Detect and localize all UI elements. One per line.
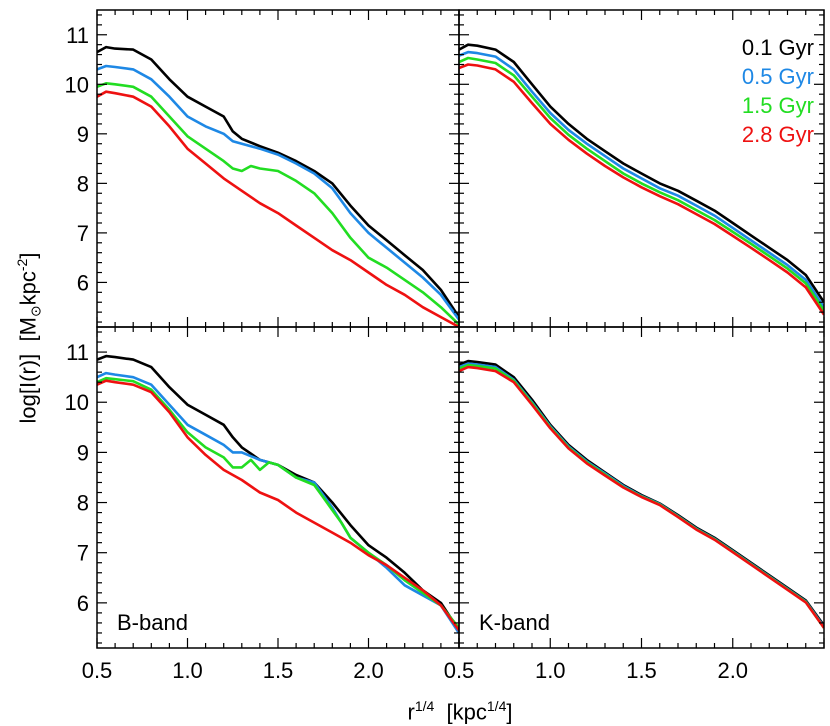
x-axis-unit-suffix: ]	[506, 699, 513, 725]
panel-top-left: 6 7 8 9 10 11	[65, 9, 460, 328]
legend-entry: 0.5 Gyr	[742, 64, 814, 89]
legend-entry: 2.8 Gyr	[742, 122, 814, 147]
x-tick-label: 1.0	[172, 658, 203, 683]
x-tick-label: 2.0	[353, 658, 384, 683]
panel-bottom-left: 6 7 8 9 10 11 0.5 1.0 1.5 2.0 B-band	[65, 326, 460, 683]
y-tick-label: 7	[77, 221, 89, 246]
series-line-0-1-gyr	[97, 354, 459, 632]
series-line-0-1-gyr	[459, 43, 824, 303]
y-axis-unit-mid: kpc	[15, 271, 41, 306]
panel-label: B-band	[117, 610, 188, 635]
y-tick-label: 9	[77, 122, 89, 147]
series-line-2-8-gyr	[97, 379, 459, 632]
x-tick-label: 1.5	[263, 658, 294, 683]
legend-entry: 1.5 Gyr	[742, 93, 814, 118]
y-tick-label: 7	[77, 541, 89, 566]
y-tick-label: 6	[77, 591, 89, 616]
x-tick-label: 0.5	[82, 658, 113, 683]
y-axis-unit-suffix: ]	[15, 252, 41, 259]
y-tick-label: 11	[66, 23, 89, 48]
x-tick-label: 0.5	[444, 658, 475, 683]
y-tick-label: 10	[65, 72, 89, 97]
y-tick-label: 6	[77, 270, 89, 295]
panel-frame	[458, 326, 825, 649]
x-tick-label: 1.0	[535, 658, 566, 683]
series-line-1-5-gyr	[97, 376, 459, 629]
legend-entry: 0.1 Gyr	[742, 35, 814, 60]
panel-label: K-band	[479, 610, 550, 635]
y-axis-unit-prefix: [M	[15, 317, 41, 342]
y-axis-title-main: log[I(r)]	[15, 353, 41, 424]
x-axis-title-main: r	[407, 699, 415, 725]
series-line-2-8-gyr	[97, 90, 459, 327]
series-line-0-5-gyr	[97, 64, 459, 321]
panel-top-right: 0.1 Gyr 0.5 Gyr 1.5 Gyr 2.8 Gyr	[458, 9, 825, 328]
series-line-1-5-gyr	[459, 56, 824, 312]
y-tick-label: 8	[77, 491, 89, 516]
panel-frame	[96, 326, 460, 649]
series-line-0-1-gyr	[97, 45, 459, 318]
series-line-1-5-gyr	[97, 82, 459, 326]
panel-bottom-right: 0.5 1.0 1.5 2.0 K-band	[444, 326, 825, 683]
series-line-0-5-gyr	[459, 50, 824, 308]
series-line-2-8-gyr	[459, 63, 824, 316]
x-axis-title: r1/4 [kpc1/4]	[340, 698, 580, 725]
y-tick-label: 8	[77, 171, 89, 196]
x-axis-title-exp: 1/4	[414, 698, 435, 714]
x-axis-unit-prefix: [kpc	[446, 699, 487, 725]
series-line-0-5-gyr	[97, 371, 459, 634]
y-tick-label: 11	[66, 340, 89, 365]
y-tick-label: 10	[65, 390, 89, 415]
y-axis-unit-sun: ⊙	[27, 305, 44, 318]
series-line-0-1-gyr	[459, 359, 824, 627]
series-line-2-8-gyr	[459, 365, 824, 629]
y-axis-unit-exp: -2	[14, 258, 30, 272]
y-axis-title: log[I(r)] [M⊙kpc-2]	[14, 218, 45, 458]
x-tick-label: 1.5	[626, 658, 657, 683]
x-axis-unit-exp: 1/4	[486, 698, 507, 714]
x-tick-label: 2.0	[717, 658, 748, 683]
y-tick-label: 9	[77, 440, 89, 465]
